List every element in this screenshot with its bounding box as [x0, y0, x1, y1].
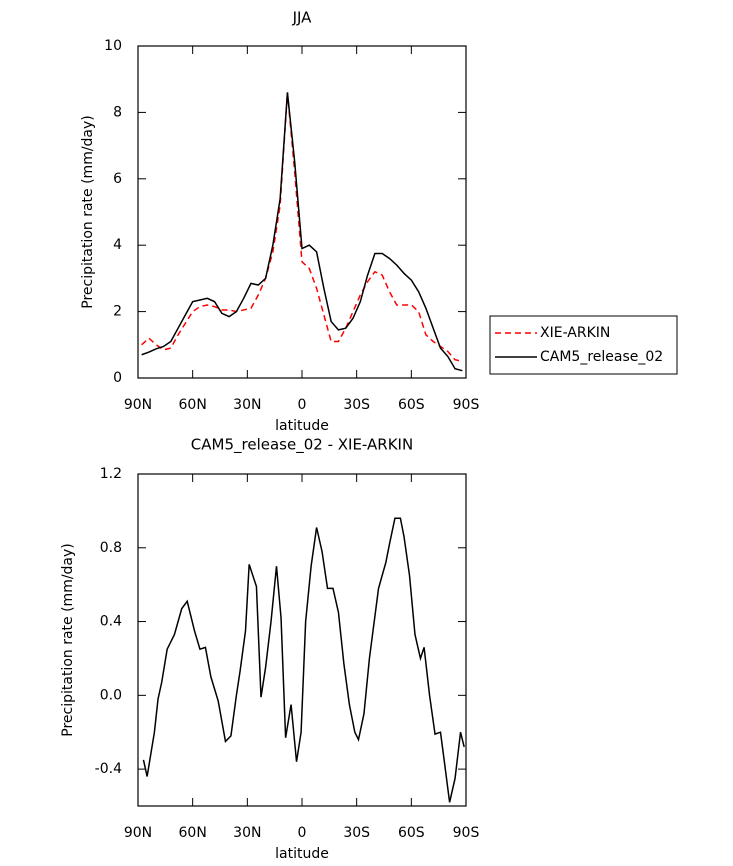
x-tick-label: 30N	[233, 825, 261, 841]
data-line	[141, 92, 463, 363]
y-axis-label: Precipitation rate (mm/day)	[60, 543, 76, 737]
data-line	[142, 517, 465, 803]
y-tick-label: 0.8	[100, 540, 122, 556]
y-tick-label: 10	[104, 38, 122, 54]
plot-frame	[137, 45, 467, 379]
x-tick-label: 60N	[179, 825, 207, 841]
x-axis-label: latitude	[275, 846, 329, 862]
legend-label: CAM5_release_02	[540, 349, 663, 365]
x-tick-label: 60S	[398, 825, 425, 841]
x-tick-label: 90N	[124, 825, 152, 841]
x-tick-label: 0	[298, 825, 307, 841]
y-tick-label: 4	[113, 237, 122, 253]
y-tick-label: -0.4	[95, 761, 122, 777]
y-tick-label: 6	[113, 171, 122, 187]
x-tick-label: 0	[298, 397, 307, 413]
x-tick-label: 90N	[124, 397, 152, 413]
data-line	[141, 92, 463, 372]
x-tick-label: 60S	[398, 397, 425, 413]
y-tick-label: 1.2	[100, 466, 122, 482]
legend-box	[489, 315, 678, 375]
x-axis-label: latitude	[275, 418, 329, 434]
y-tick-label: 2	[113, 304, 122, 320]
chart-title: JJA	[292, 9, 313, 27]
legend-label: XIE-ARKIN	[540, 325, 610, 341]
x-tick-label: 90S	[453, 397, 480, 413]
y-tick-label: 0.0	[100, 687, 122, 703]
x-tick-label: 30S	[343, 825, 370, 841]
chart-title: CAM5_release_02 - XIE-ARKIN	[191, 436, 413, 455]
x-tick-label: 60N	[179, 397, 207, 413]
y-axis-label: Precipitation rate (mm/day)	[80, 115, 96, 309]
y-tick-label: 0	[113, 370, 122, 386]
y-tick-label: 8	[113, 104, 122, 120]
x-tick-label: 90S	[453, 825, 480, 841]
x-tick-label: 30N	[233, 397, 261, 413]
y-tick-label: 0.4	[100, 614, 122, 630]
x-tick-label: 30S	[343, 397, 370, 413]
